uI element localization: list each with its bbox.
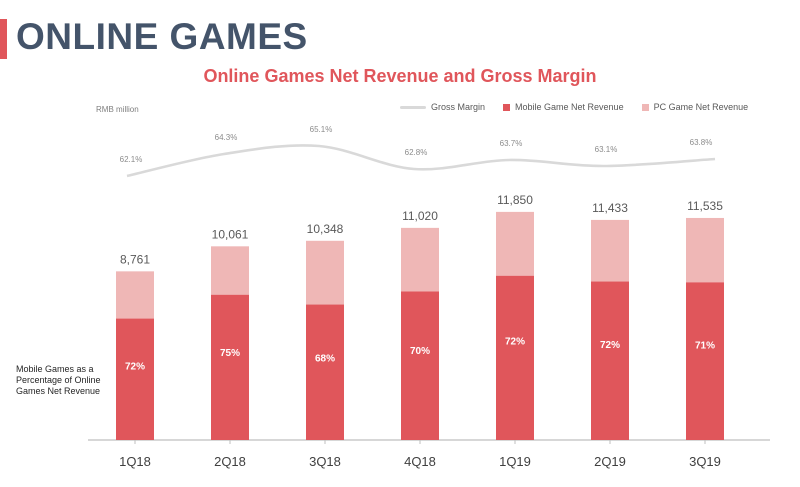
mobile-share-label: 75%: [220, 348, 240, 359]
bar-mobile-4q18: [401, 291, 439, 440]
bar-mobile-2q18: [211, 294, 249, 440]
total-value-label: 11,535: [687, 199, 723, 213]
mobile-share-label: 72%: [505, 337, 525, 348]
total-value-label: 11,850: [497, 193, 533, 207]
mobile-share-label: 72%: [125, 362, 145, 373]
section-accent-bar: [0, 19, 7, 59]
gross-margin-label: 62.8%: [405, 148, 428, 157]
x-tick-label: 4Q18: [404, 454, 436, 469]
x-tick-label: 3Q18: [309, 454, 341, 469]
x-tick-label: 2Q18: [214, 454, 246, 469]
mobile-share-label: 72%: [600, 340, 620, 351]
unit-label: RMB million: [96, 105, 139, 114]
bar-mobile-2q19: [591, 281, 629, 440]
bar-pc-1q19: [496, 211, 534, 276]
section-title: ONLINE GAMES: [16, 16, 308, 57]
legend-gross-margin-label: Gross Margin: [431, 102, 486, 112]
bar-pc-2q19: [591, 219, 629, 282]
x-tick-label: 3Q19: [689, 454, 721, 469]
legend-gross-margin: Gross Margin: [400, 102, 485, 112]
legend-mobile: Mobile Game Net Revenue: [503, 102, 624, 112]
legend-gross-margin-swatch: [400, 105, 426, 109]
total-value-label: 11,433: [592, 201, 628, 215]
bar-pc-3q18: [306, 240, 344, 305]
total-value-label: 11,020: [402, 209, 438, 223]
bar-pc-3q19: [686, 217, 724, 283]
bar-pc-2q18: [211, 246, 249, 295]
mobile-share-label: 70%: [410, 346, 430, 357]
gross-margin-label: 63.8%: [690, 138, 713, 147]
mobile-share-label: 68%: [315, 353, 335, 364]
gross-margin-label: 63.7%: [500, 139, 523, 148]
legend-mobile-label: Mobile Game Net Revenue: [515, 102, 624, 112]
bar-pc-1q18: [116, 271, 154, 319]
bar-mobile-1q18: [116, 318, 154, 440]
legend-pc-label: PC Game Net Revenue: [653, 102, 749, 112]
bar-mobile-1q19: [496, 275, 534, 440]
x-tick-label: 1Q18: [119, 454, 151, 469]
gross-margin-label: 62.1%: [120, 155, 143, 164]
legend-pc: PC Game Net Revenue: [641, 102, 749, 112]
chart-legend: Gross Margin Mobile Game Net Revenue PC …: [400, 102, 748, 112]
mobile-share-label: 71%: [695, 341, 715, 352]
gross-margin-label: 65.1%: [310, 125, 333, 134]
legend-mobile-swatch: [503, 103, 511, 111]
total-value-label: 8,761: [120, 252, 150, 266]
bar-mobile-3q19: [686, 282, 724, 440]
gross-margin-label: 63.1%: [595, 145, 618, 154]
gross-margin-line: [126, 144, 716, 178]
total-value-label: 10,348: [307, 222, 344, 236]
mobile-share-note: Mobile Games as a Percentage of Online G…: [16, 364, 101, 396]
legend-pc-swatch: [641, 103, 649, 111]
x-tick-label: 2Q19: [594, 454, 626, 469]
chart-title: Online Games Net Revenue and Gross Margi…: [203, 66, 597, 86]
gross-margin-label: 64.3%: [215, 133, 238, 142]
bar-pc-4q18: [401, 227, 439, 292]
total-value-label: 10,061: [212, 227, 249, 241]
bar-mobile-3q18: [306, 304, 344, 440]
x-tick-label: 1Q19: [499, 454, 531, 469]
